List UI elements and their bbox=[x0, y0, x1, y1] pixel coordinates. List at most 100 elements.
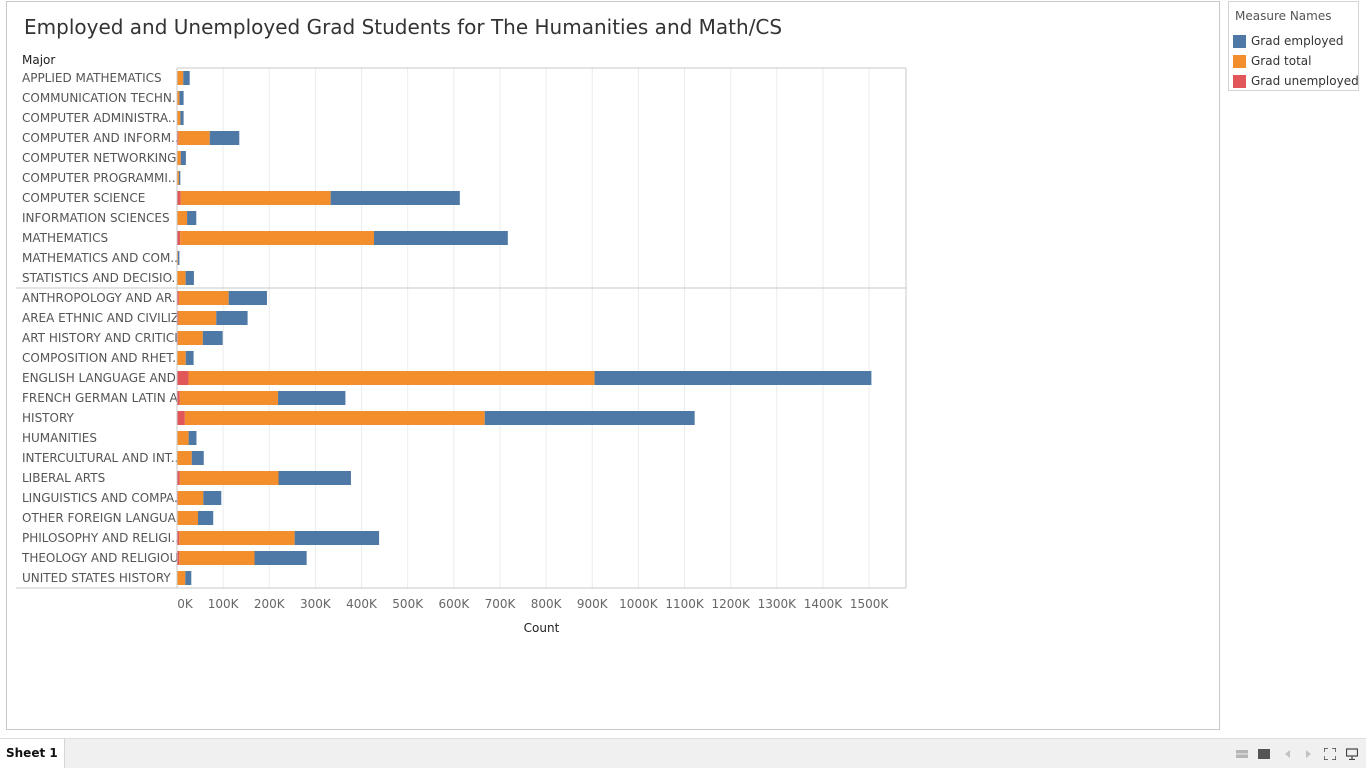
worksheet-frame: Employed and Unemployed Grad Students fo… bbox=[6, 1, 1220, 730]
bar-grad-total[interactable] bbox=[180, 231, 375, 245]
category-label: PHILOSOPHY AND RELIGI.. bbox=[22, 531, 179, 545]
category-label: COMPOSITION AND RHET.. bbox=[22, 351, 180, 365]
next-sheet-icon[interactable] bbox=[1302, 748, 1314, 760]
bar-grad-total[interactable] bbox=[177, 211, 188, 225]
bar-grad-unemployed[interactable] bbox=[177, 551, 180, 565]
bar-grad-total[interactable] bbox=[179, 531, 295, 545]
bar-grad-total[interactable] bbox=[177, 431, 189, 445]
bar-grad-unemployed[interactable] bbox=[177, 191, 181, 205]
category-label: LINGUISTICS AND COMPA.. bbox=[22, 491, 182, 505]
bar-grad-total[interactable] bbox=[178, 311, 217, 325]
bar-grad-employed[interactable] bbox=[180, 151, 186, 165]
category-label: HISTORY bbox=[22, 411, 75, 425]
category-label: LIBERAL ARTS bbox=[22, 471, 105, 485]
category-label: OTHER FOREIGN LANGUA.. bbox=[22, 511, 183, 525]
category-label: HUMANITIES bbox=[22, 431, 97, 445]
bar-grad-unemployed[interactable] bbox=[177, 291, 179, 305]
bar-grad-employed[interactable] bbox=[191, 451, 204, 465]
category-label: COMPUTER AND INFORM.. bbox=[22, 131, 179, 145]
bar-grad-employed[interactable] bbox=[228, 291, 267, 305]
bar-grad-employed[interactable] bbox=[187, 211, 197, 225]
legend-swatch-grad-total bbox=[1233, 55, 1246, 68]
bar-grad-unemployed[interactable] bbox=[177, 371, 189, 385]
bar-grad-total[interactable] bbox=[179, 551, 255, 565]
category-label: AREA ETHNIC AND CIVILIZ.. bbox=[22, 311, 187, 325]
bar-grad-employed[interactable] bbox=[185, 271, 194, 285]
bar-grad-employed[interactable] bbox=[185, 571, 192, 585]
bar-grad-total[interactable] bbox=[177, 91, 180, 105]
bar-grad-unemployed[interactable] bbox=[177, 411, 185, 425]
bar-grad-total[interactable] bbox=[179, 391, 279, 405]
legend-swatch-grad-unemployed bbox=[1233, 75, 1246, 88]
category-label: APPLIED MATHEMATICS bbox=[22, 71, 162, 85]
show-sheet-tabs-icon[interactable] bbox=[1258, 748, 1270, 760]
bar-grad-total[interactable] bbox=[177, 351, 186, 365]
bar-grad-total[interactable] bbox=[177, 491, 204, 505]
x-tick-label: 1200K bbox=[711, 597, 751, 611]
bar-grad-employed[interactable] bbox=[183, 71, 190, 85]
bar-grad-unemployed[interactable] bbox=[177, 471, 180, 485]
category-label: COMPUTER ADMINISTRA.. bbox=[22, 111, 176, 125]
bar-grad-total[interactable] bbox=[177, 151, 181, 165]
show-filmstrip-icon[interactable] bbox=[1236, 748, 1248, 760]
bar-grad-total[interactable] bbox=[177, 511, 198, 525]
x-tick-label: 400K bbox=[346, 597, 378, 611]
category-label: UNITED STATES HISTORY bbox=[22, 571, 171, 585]
bar-grad-unemployed[interactable] bbox=[177, 311, 179, 325]
category-label: ANTHROPOLOGY AND AR.. bbox=[22, 291, 180, 305]
legend-swatch-grad-employed bbox=[1233, 35, 1246, 48]
bar-grad-total[interactable] bbox=[177, 171, 179, 185]
bar-grad-employed[interactable] bbox=[278, 471, 351, 485]
bar-grad-employed[interactable] bbox=[202, 331, 223, 345]
x-tick-label: 1500K bbox=[850, 597, 890, 611]
bar-grad-employed[interactable] bbox=[180, 111, 184, 125]
bar-grad-unemployed[interactable] bbox=[177, 131, 179, 145]
bar-grad-employed[interactable] bbox=[188, 431, 197, 445]
bar-grad-employed[interactable] bbox=[254, 551, 307, 565]
bar-grad-employed[interactable] bbox=[185, 351, 194, 365]
fullscreen-icon[interactable] bbox=[1324, 748, 1336, 760]
bar-grad-employed[interactable] bbox=[197, 511, 214, 525]
bar-grad-total[interactable] bbox=[177, 271, 186, 285]
x-tick-label: 0K bbox=[177, 597, 194, 611]
bar-grad-total[interactable] bbox=[184, 411, 485, 425]
x-tick-label: 500K bbox=[392, 597, 424, 611]
bar-grad-employed[interactable] bbox=[330, 191, 460, 205]
x-tick-label: 1400K bbox=[804, 597, 844, 611]
bar-grad-total[interactable] bbox=[180, 191, 331, 205]
bar-grad-employed[interactable] bbox=[278, 391, 346, 405]
row-header-major: Major bbox=[22, 53, 55, 67]
bar-grad-total[interactable] bbox=[177, 71, 184, 85]
sheet-tab[interactable]: Sheet 1 bbox=[0, 739, 65, 768]
bar-grad-employed[interactable] bbox=[484, 411, 695, 425]
bar-grad-employed[interactable] bbox=[178, 251, 180, 265]
bar-grad-unemployed[interactable] bbox=[177, 231, 181, 245]
bar-grad-total[interactable] bbox=[177, 111, 181, 125]
bar-grad-total[interactable] bbox=[178, 131, 210, 145]
sheet-tab-bar: Sheet 1 bbox=[0, 738, 1366, 768]
bar-grad-unemployed[interactable] bbox=[177, 391, 180, 405]
bar-grad-total[interactable] bbox=[178, 291, 229, 305]
bar-grad-employed[interactable] bbox=[203, 491, 222, 505]
bar-grad-employed[interactable] bbox=[294, 531, 380, 545]
bar-grad-employed[interactable] bbox=[179, 91, 184, 105]
bar-grad-employed[interactable] bbox=[594, 371, 872, 385]
bar-grad-total[interactable] bbox=[177, 251, 179, 265]
bar-grad-employed[interactable] bbox=[216, 311, 248, 325]
category-label: COMPUTER NETWORKING.. bbox=[22, 151, 184, 165]
bar-grad-total[interactable] bbox=[177, 571, 186, 585]
x-tick-label: 100K bbox=[208, 597, 240, 611]
bar-grad-total[interactable] bbox=[188, 371, 595, 385]
previous-sheet-icon[interactable] bbox=[1282, 748, 1294, 760]
category-label: INFORMATION SCIENCES bbox=[22, 211, 170, 225]
x-axis-title: Count bbox=[524, 621, 560, 635]
bar-grad-employed[interactable] bbox=[178, 171, 181, 185]
bar-grad-employed[interactable] bbox=[374, 231, 508, 245]
bar-grad-total[interactable] bbox=[177, 331, 203, 345]
presentation-mode-icon[interactable] bbox=[1346, 748, 1358, 760]
x-tick-label: 800K bbox=[531, 597, 563, 611]
bar-grad-unemployed[interactable] bbox=[177, 531, 180, 545]
bar-grad-employed[interactable] bbox=[209, 131, 240, 145]
bar-grad-total[interactable] bbox=[177, 451, 192, 465]
bar-grad-total[interactable] bbox=[179, 471, 279, 485]
